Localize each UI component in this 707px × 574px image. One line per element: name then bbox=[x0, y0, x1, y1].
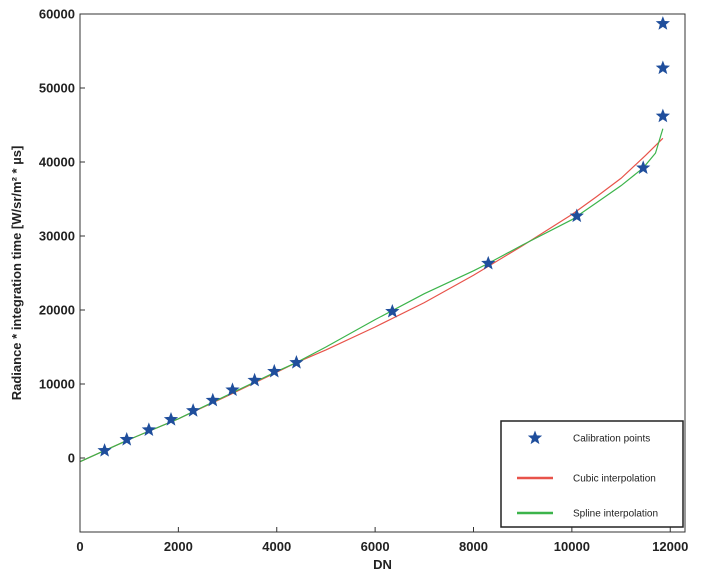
calibration-point bbox=[636, 160, 651, 174]
x-tick-label: 6000 bbox=[361, 539, 390, 554]
calibration-point bbox=[481, 255, 496, 270]
y-tick-label: 60000 bbox=[39, 7, 75, 22]
calibration-point bbox=[655, 16, 670, 30]
x-tick-label: 2000 bbox=[164, 539, 193, 554]
calibration-point bbox=[289, 355, 304, 369]
legend-label: Cubic interpolation bbox=[573, 474, 656, 485]
y-tick-label: 0 bbox=[68, 451, 75, 466]
legend-box bbox=[500, 420, 684, 528]
calibration-point bbox=[385, 303, 400, 318]
calibration-point bbox=[247, 372, 262, 387]
calibration-point bbox=[119, 432, 134, 446]
calibration-point bbox=[186, 403, 201, 417]
calibration-point bbox=[569, 208, 584, 223]
legend-label: Spline interpolation bbox=[573, 509, 658, 520]
x-tick-label: 4000 bbox=[262, 539, 291, 554]
plot-frame bbox=[79, 13, 686, 533]
y-tick-label: 30000 bbox=[39, 229, 75, 244]
calibration-point bbox=[655, 60, 670, 75]
calibration-point bbox=[163, 412, 179, 426]
calibration-point bbox=[141, 422, 156, 436]
x-tick-label: 0 bbox=[76, 539, 83, 554]
y-axis-title: Radiance * integration time [W/sr/m² * µ… bbox=[9, 146, 24, 401]
legend-label: Calibration points bbox=[573, 434, 650, 445]
x-tick-label: 10000 bbox=[554, 539, 590, 554]
legend-items: Calibration points Cubic interpolation Spl… bbox=[517, 430, 658, 520]
y-tick-label: 20000 bbox=[39, 303, 75, 318]
legend-marker-calibration bbox=[527, 430, 543, 445]
y-tick-label: 10000 bbox=[39, 377, 75, 392]
calibration-point bbox=[205, 392, 220, 407]
series-layer bbox=[79, 16, 670, 463]
y-tick-label: 40000 bbox=[39, 155, 75, 170]
legend: Calibration points Cubic interpolation Spl… bbox=[500, 420, 684, 528]
x-tick-label: 12000 bbox=[652, 539, 688, 554]
y-tick-label: 50000 bbox=[39, 81, 75, 96]
calibration-point bbox=[267, 363, 282, 378]
calibration-point bbox=[225, 382, 240, 396]
series-line-spline bbox=[79, 128, 664, 463]
calibration-point bbox=[655, 108, 670, 123]
x-tick-label: 8000 bbox=[459, 539, 488, 554]
ticks-layer: 0 2000 4000 6000 8000 10000 12000 0 10000 20000 30… bbox=[39, 7, 688, 555]
calibration-point bbox=[97, 443, 112, 457]
x-axis-title: DN bbox=[373, 557, 392, 572]
